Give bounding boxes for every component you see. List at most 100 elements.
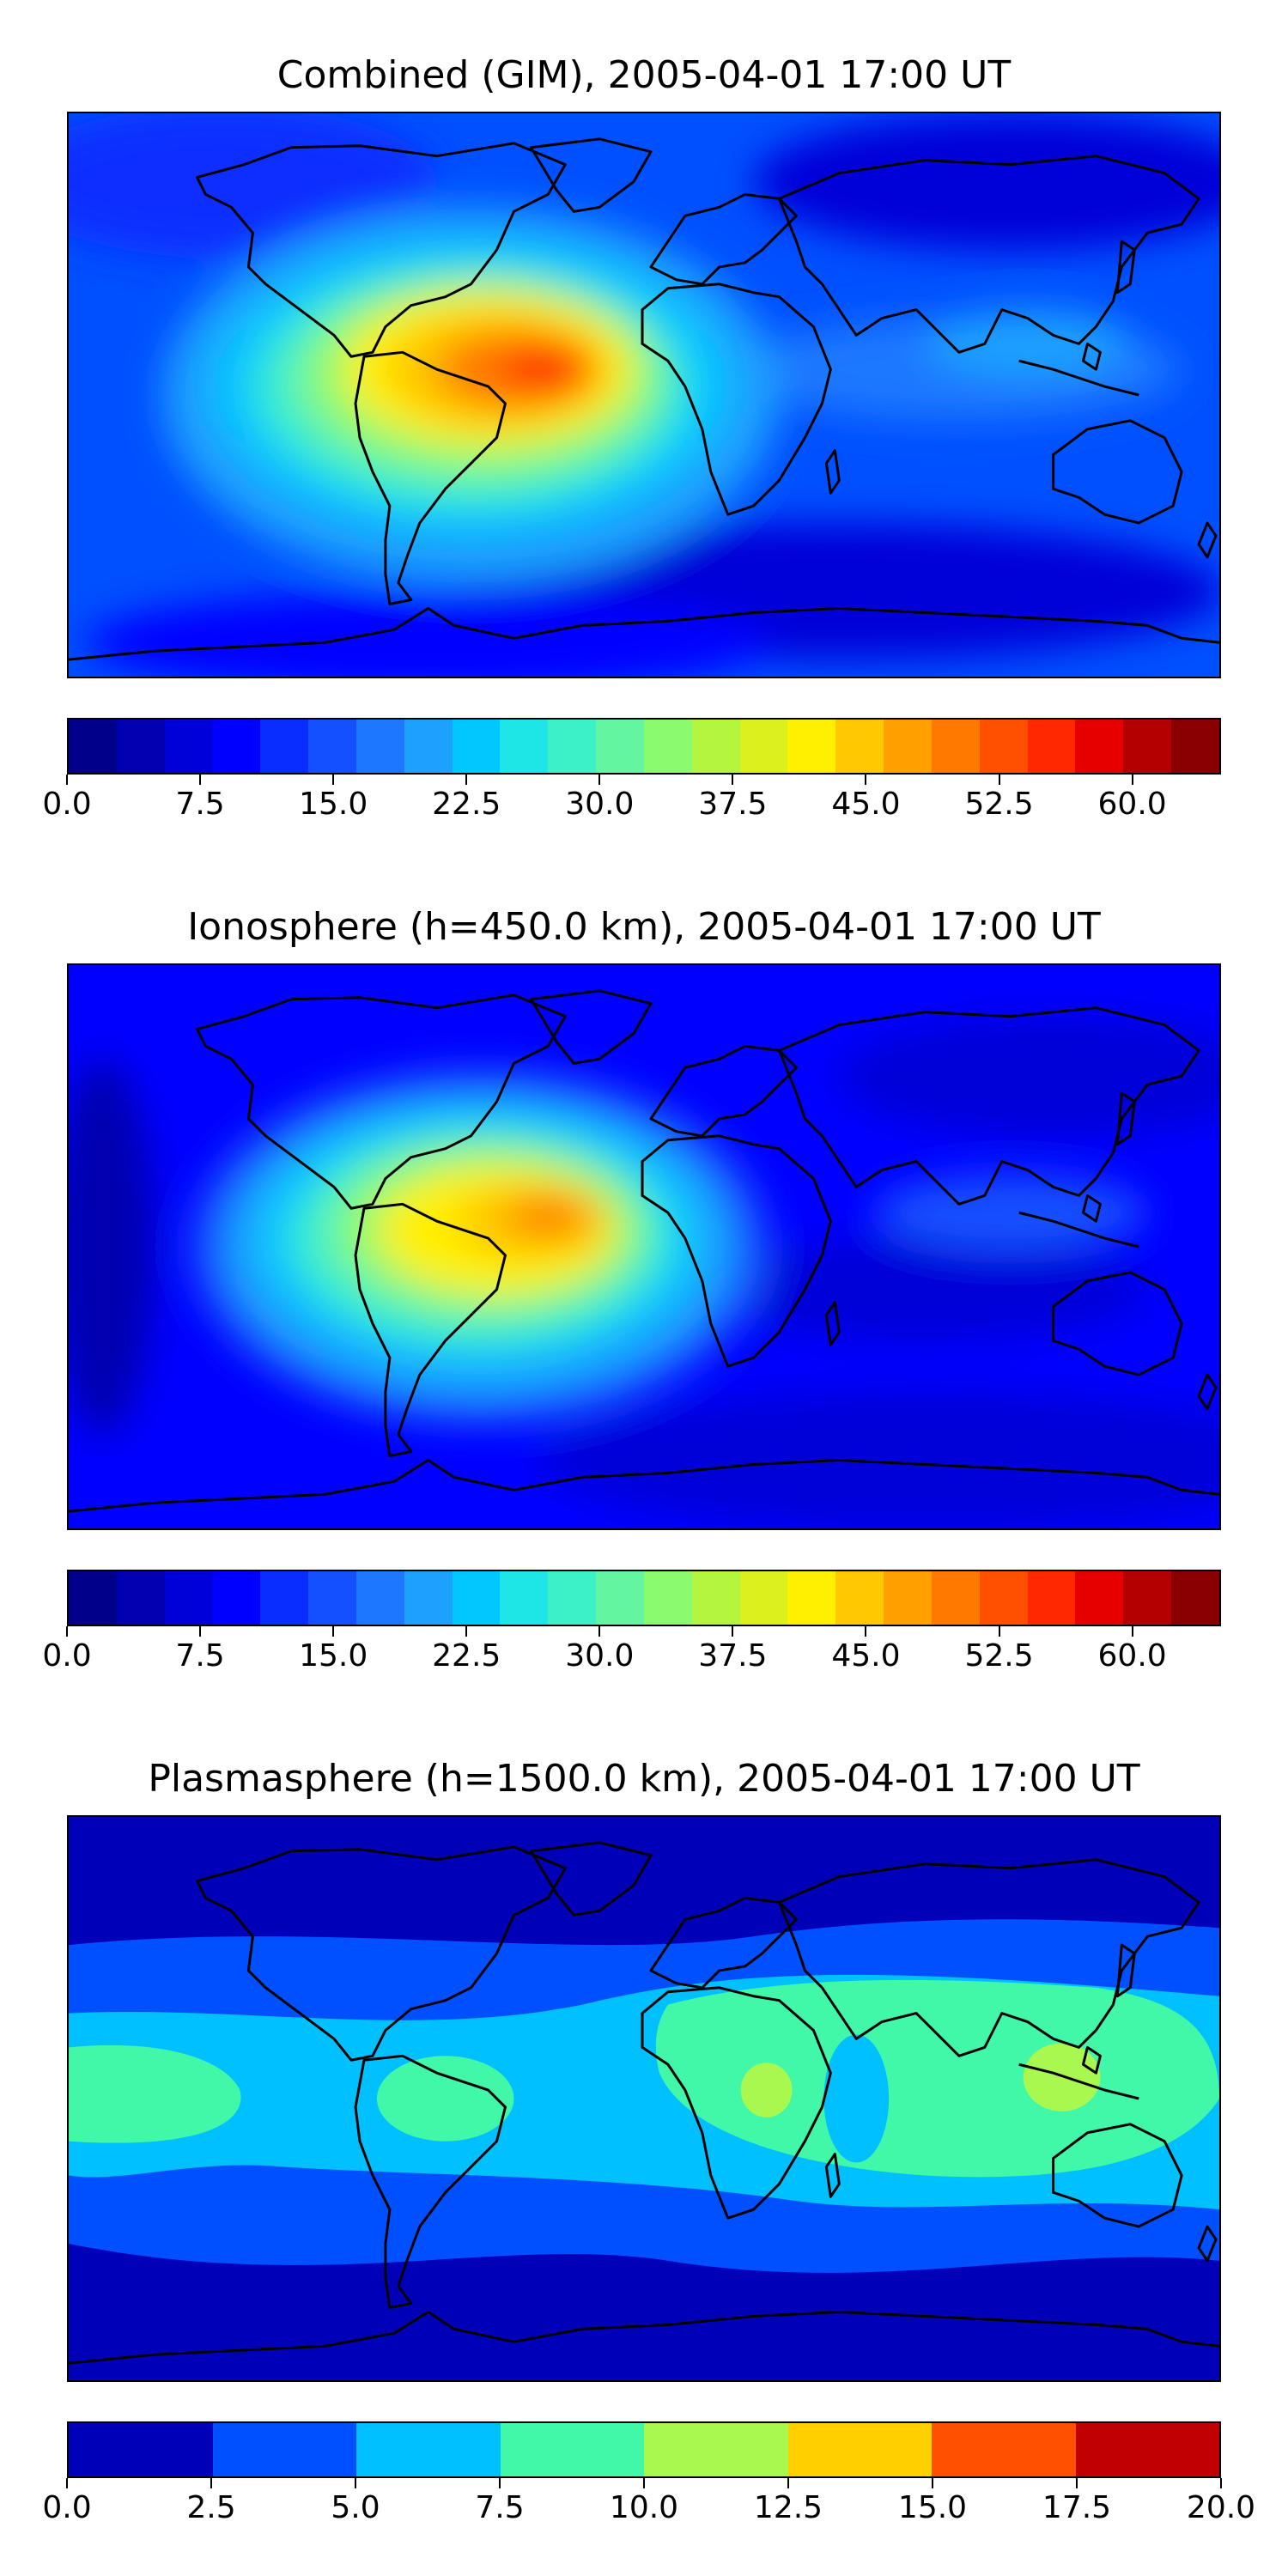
- colorbar-segment: [308, 1571, 356, 1625]
- colorbar-tick: [598, 1626, 601, 1637]
- colorbar-tick: [598, 775, 601, 785]
- colorbar-tick-label: 15.0: [299, 1638, 368, 1674]
- colorbar-tick-label: 15.0: [299, 787, 368, 822]
- ionosphere-colorbar: [67, 1570, 1221, 1626]
- colorbar-segment: [979, 720, 1028, 773]
- colorbar-tick: [1131, 1626, 1133, 1637]
- colorbar-tick: [732, 1626, 734, 1637]
- colorbar-segment: [1075, 720, 1124, 773]
- colorbar-tick-label: 52.5: [964, 787, 1034, 822]
- colorbar-tick: [66, 1626, 68, 1637]
- colorbar-segment: [643, 720, 692, 773]
- colorbar-segment: [1075, 1571, 1124, 1625]
- plasmasphere-title: Plasmasphere (h=1500.0 km), 2005-04-01 1…: [148, 1757, 1140, 1801]
- colorbar-segment: [212, 720, 261, 773]
- colorbar-tick: [465, 775, 468, 785]
- colorbar-segment: [1027, 1571, 1076, 1625]
- colorbar-tick-label: 12.5: [753, 2490, 823, 2525]
- colorbar-segment: [691, 720, 740, 773]
- colorbar-tick: [499, 2478, 501, 2488]
- ionosphere-title: Ionosphere (h=450.0 km), 2005-04-01 17:0…: [187, 905, 1101, 949]
- colorbar-segment: [548, 720, 597, 773]
- colorbar-segment: [644, 2423, 788, 2476]
- colorbar-tick-label: 10.0: [609, 2490, 679, 2525]
- colorbar-segment: [787, 720, 836, 773]
- colorbar-segment: [69, 2423, 213, 2476]
- colorbar-segment: [452, 1571, 501, 1625]
- colorbar-segment: [260, 1571, 309, 1625]
- colorbar-segment: [1123, 1571, 1172, 1625]
- colorbar-segment: [355, 1571, 404, 1625]
- colorbar-tick: [66, 775, 68, 785]
- colorbar-tick: [998, 1626, 1000, 1637]
- colorbar-tick-label: 37.5: [698, 1638, 768, 1674]
- colorbar-segment: [932, 2423, 1076, 2476]
- colorbar-tick-label: 60.0: [1097, 787, 1167, 822]
- colorbar-tick-label: 45.0: [831, 787, 901, 822]
- colorbar-tick-label: 30.0: [565, 787, 635, 822]
- plasmasphere-colorbar-ticks: 0.0 2.5 5.0 7.5 10.0 12.5 15.0 17.5 20.0: [42, 2478, 1255, 2530]
- colorbar-tick: [732, 775, 734, 785]
- colorbar-tick-label: 0.0: [42, 787, 92, 822]
- colorbar-tick-label: 22.5: [432, 787, 501, 822]
- colorbar-tick-label: 52.5: [964, 1638, 1034, 1674]
- ionosphere-map: [67, 963, 1221, 1530]
- colorbar-segment: [691, 1571, 740, 1625]
- combined-map: [67, 112, 1221, 678]
- colorbar-tick: [643, 2478, 645, 2488]
- colorbar-segment: [212, 1571, 261, 1625]
- colorbar-segment: [884, 1571, 932, 1625]
- colorbar-segment: [979, 1571, 1028, 1625]
- colorbar-tick: [210, 2478, 212, 2488]
- colorbar-tick: [66, 2478, 68, 2488]
- colorbar-tick: [932, 2478, 933, 2488]
- colorbar-segment: [1075, 2423, 1219, 2476]
- colorbar-segment: [500, 2423, 644, 2476]
- colorbar-tick-label: 2.5: [186, 2490, 236, 2525]
- colorbar-tick-label: 30.0: [565, 1638, 635, 1674]
- colorbar-segment: [116, 1571, 165, 1625]
- colorbar-tick: [1220, 2478, 1222, 2488]
- colorbar-segment: [596, 1571, 644, 1625]
- colorbar-tick-label: 7.5: [475, 2490, 525, 2525]
- colorbar-segment: [500, 1571, 549, 1625]
- colorbar-tick-label: 5.0: [331, 2490, 380, 2525]
- colorbar-segment: [1027, 720, 1076, 773]
- colorbar-segment: [164, 1571, 213, 1625]
- colorbar-segment: [931, 720, 980, 773]
- plasmasphere-colorbar: [67, 2421, 1221, 2478]
- colorbar-segment: [548, 1571, 597, 1625]
- colorbar-tick-label: 7.5: [175, 787, 225, 822]
- colorbar-segment: [596, 720, 644, 773]
- colorbar-tick-label: 22.5: [432, 1638, 501, 1674]
- colorbar-tick: [332, 1626, 335, 1637]
- colorbar-segment: [1123, 720, 1172, 773]
- colorbar-segment: [69, 1571, 117, 1625]
- colorbar-tick: [865, 775, 867, 785]
- colorbar-tick: [865, 1626, 867, 1637]
- colorbar-segment: [404, 720, 453, 773]
- colorbar-tick: [199, 775, 202, 785]
- colorbar-tick: [332, 775, 335, 785]
- colorbar-segment: [931, 1571, 980, 1625]
- colorbar-tick-label: 0.0: [42, 1638, 92, 1674]
- colorbar-segment: [500, 720, 549, 773]
- colorbar-segment: [356, 2423, 501, 2476]
- colorbar-segment: [116, 720, 165, 773]
- colorbar-tick: [1076, 2478, 1078, 2488]
- colorbar-segment: [355, 720, 404, 773]
- colorbar-segment: [835, 1571, 884, 1625]
- plasmasphere-map: [67, 1815, 1221, 2382]
- combined-colorbar: [67, 718, 1221, 775]
- colorbar-tick-label: 45.0: [831, 1638, 901, 1674]
- colorbar-segment: [260, 720, 309, 773]
- colorbar-segment: [452, 720, 501, 773]
- colorbar-tick-label: 17.5: [1042, 2490, 1112, 2525]
- colorbar-segment: [308, 720, 356, 773]
- colorbar-segment: [164, 720, 213, 773]
- colorbar-tick-label: 0.0: [42, 2490, 92, 2525]
- colorbar-tick-label: 37.5: [698, 787, 768, 822]
- colorbar-tick-label: 15.0: [897, 2490, 968, 2525]
- colorbar-segment: [643, 1571, 692, 1625]
- colorbar-tick: [355, 2478, 356, 2488]
